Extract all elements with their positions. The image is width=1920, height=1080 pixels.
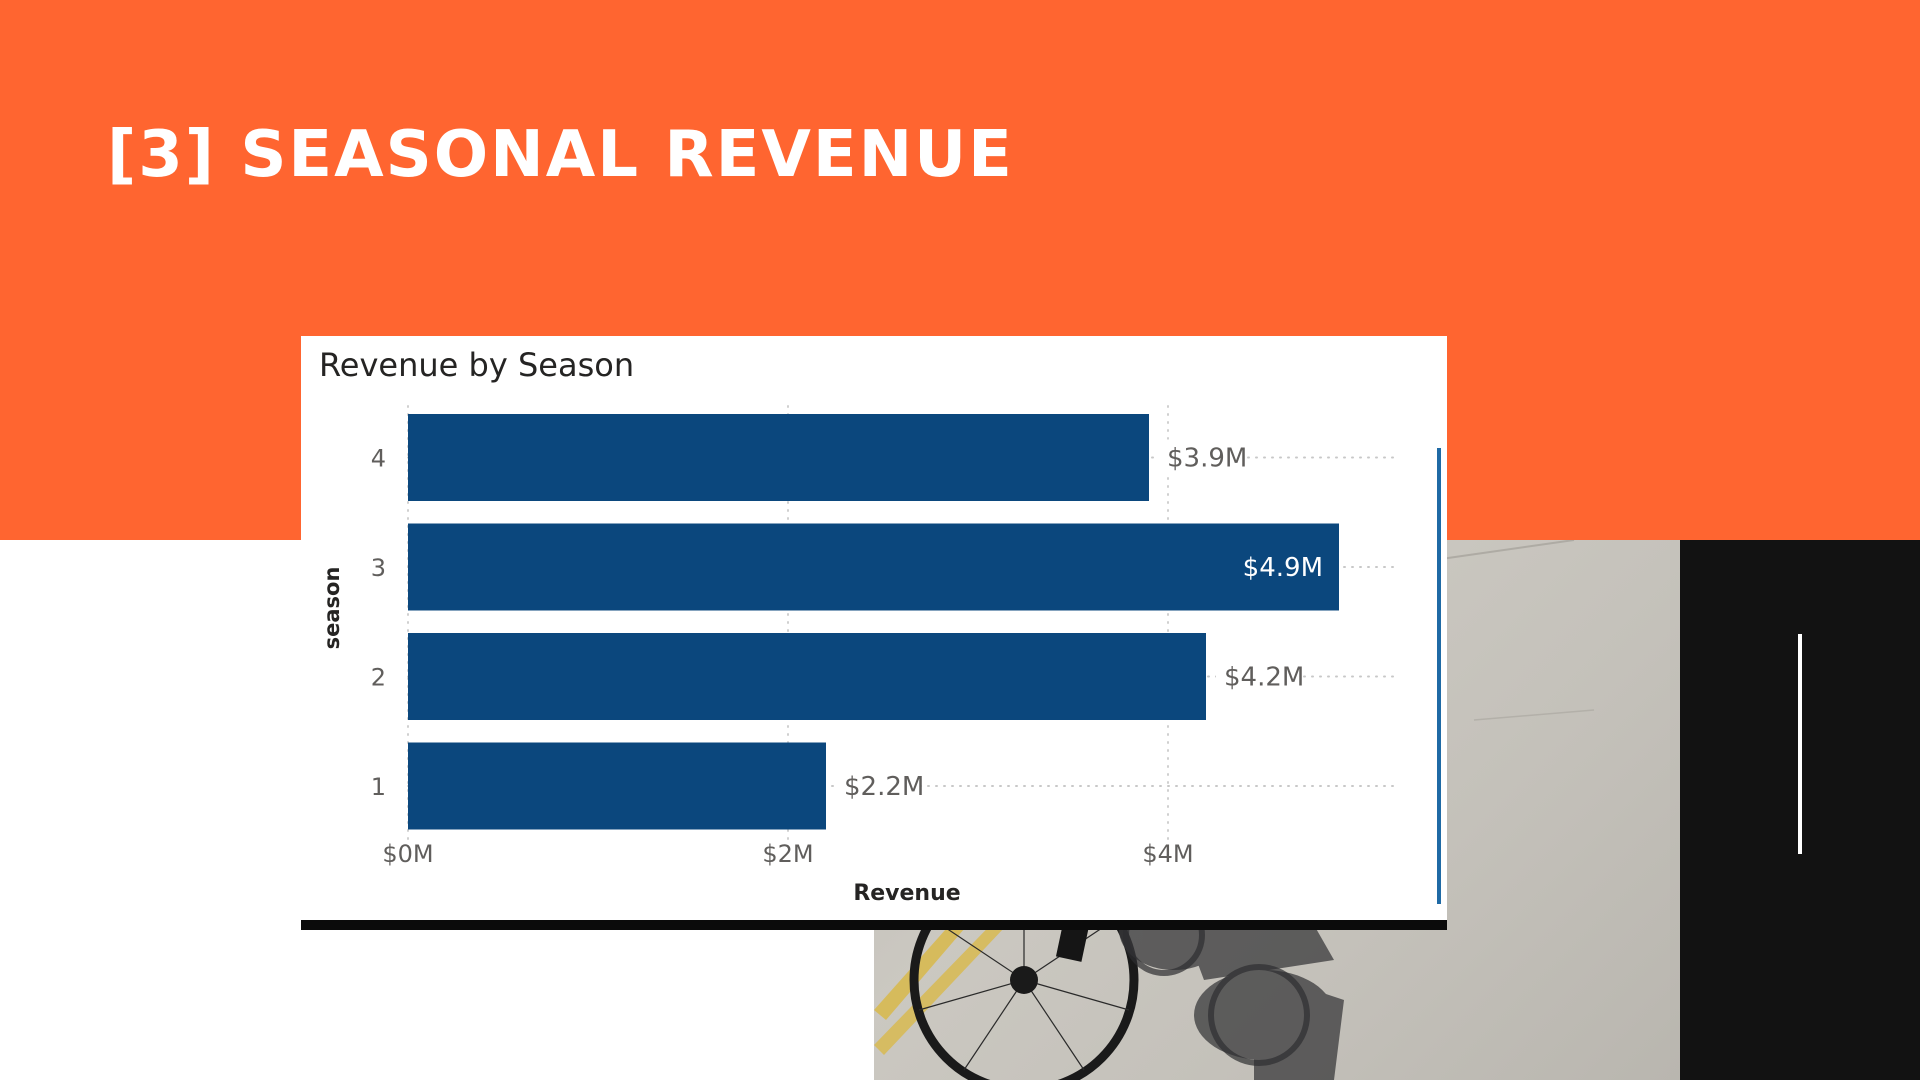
data-label: $4.9M (1243, 553, 1323, 583)
data-label-bg (1159, 439, 1243, 476)
slide-title: [3] SEASONAL REVENUE (107, 118, 1014, 192)
x-tick-label: $2M (762, 840, 813, 868)
data-label: $2.2M (844, 772, 924, 802)
data-label-bg (1216, 658, 1300, 695)
y-tick-label: 1 (371, 773, 386, 801)
wheel-hub (1010, 966, 1038, 994)
chart-title: Revenue by Season (319, 346, 635, 384)
chart-card: Revenue by Season 4 $3.9M 3 $4.9M 2 $4.2M 1 $2.… (301, 336, 1447, 920)
black-side-panel (1680, 540, 1920, 1080)
shadow-wheel (1208, 964, 1310, 1066)
bar (408, 523, 1339, 611)
bar (408, 414, 1149, 501)
bar (408, 633, 1206, 720)
y-tick-label: 4 (371, 445, 386, 473)
bar-chart: 4 $3.9M 3 $4.9M 2 $4.2M 1 $2.2M $0M $2M $4M Revenue (371, 405, 1397, 906)
x-tick-label: $4M (1142, 840, 1193, 868)
x-axis-title: Revenue (853, 881, 960, 906)
data-label: $3.9M (1167, 444, 1247, 474)
white-accent-line (1798, 634, 1802, 854)
road-crack (1473, 709, 1595, 721)
road-crack (1433, 540, 1575, 561)
y-tick-label: 3 (371, 554, 386, 582)
x-tick-label: $0M (382, 840, 433, 868)
data-label-bg (836, 768, 920, 804)
y-tick-label: 2 (371, 664, 386, 692)
chart-scrollbar[interactable] (1437, 448, 1441, 904)
y-axis-title: season (320, 566, 344, 650)
bar (408, 742, 826, 830)
data-label: $4.2M (1224, 663, 1304, 693)
